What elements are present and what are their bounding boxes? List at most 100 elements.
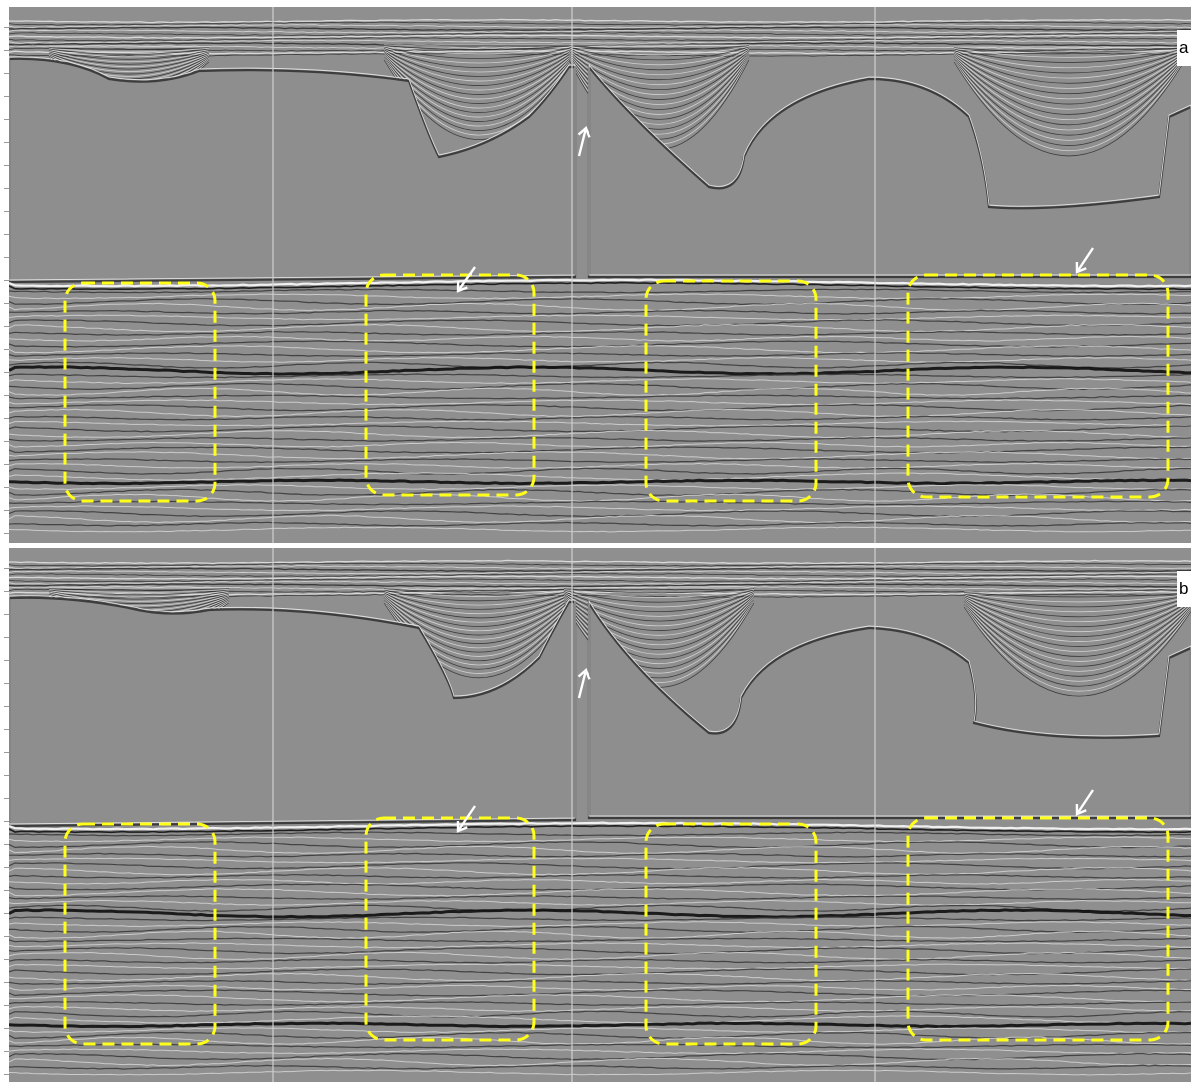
reflector-line [9, 21, 1191, 26]
depth-tick [4, 844, 9, 845]
reflector-line [9, 585, 1191, 591]
depth-tick [4, 441, 9, 442]
sediment-bowl-line [963, 600, 1191, 657]
subsalt-reflector [9, 866, 1191, 876]
sediment-bowl-line [953, 47, 1185, 53]
reflector-line [9, 575, 1191, 580]
subsalt-reflector [9, 921, 1191, 928]
highlight-box [63, 281, 217, 503]
sediment-bowl-line [383, 49, 575, 77]
subsalt-reflector [9, 916, 1191, 922]
depth-tick [4, 1005, 9, 1006]
sediment-bowl-line [383, 48, 575, 73]
depth-tick [4, 27, 9, 28]
sediment-bowl-line [963, 599, 1191, 647]
base-salt-reflector [9, 821, 1191, 831]
subsalt-reflector [9, 288, 1191, 294]
sediment-bowl-line [383, 598, 575, 657]
subsalt-reflector [9, 330, 1191, 336]
sediment-bowl-line [383, 45, 575, 50]
subsalt-reflector [9, 403, 1191, 412]
seismic-image-b [9, 548, 1191, 1082]
reflector-line [9, 45, 1191, 50]
sediment-bowl-line [963, 597, 1191, 633]
depth-tick [4, 752, 9, 753]
reflector-line [9, 18, 1191, 24]
sediment-bowl-line [568, 50, 750, 85]
sediment-bowl-line [383, 589, 575, 597]
sediment-bowl-line [48, 52, 210, 67]
sediment-bowl-line [953, 53, 1185, 100]
subsalt-reflector [9, 994, 1191, 1003]
subsalt-reflector [9, 415, 1191, 421]
depth-tick [4, 798, 9, 799]
sediment-bowl-line [963, 606, 1191, 697]
sediment-bowl-line [953, 52, 1185, 89]
depth-tick [4, 591, 9, 592]
subsalt-reflector [9, 361, 1191, 369]
subsalt-reflector [9, 979, 1191, 985]
sediment-bowl-line [568, 48, 750, 71]
sediment-bowl-line [563, 589, 755, 603]
subsalt-reflector [9, 484, 1191, 491]
up-arrow-icon [577, 125, 591, 157]
sediment-bowl-line [563, 588, 755, 594]
subsalt-reflector [9, 458, 1191, 464]
sediment-bowl-line [568, 46, 750, 56]
sediment-bowl-line [48, 51, 210, 65]
sediment-bowl-line [563, 591, 755, 612]
depth-tick [4, 165, 9, 166]
sediment-bowl-line [383, 588, 575, 593]
sediment-bowl-line [963, 602, 1191, 667]
depth-tick [4, 188, 9, 189]
sediment-bowl-line [963, 593, 1191, 603]
down-arrow-icon [456, 805, 476, 833]
sediment-bowl-line [953, 49, 1185, 69]
subsalt-reflector [9, 984, 1191, 991]
depth-tick [4, 349, 9, 350]
salt-body [9, 596, 577, 828]
subsalt-reflector [9, 857, 1191, 864]
subsalt-reflector [9, 352, 1191, 358]
sediment-bowl-line [568, 45, 750, 51]
sediment-bowl-line [563, 593, 755, 631]
sediment-bowl-line [963, 595, 1191, 618]
reflector-line [9, 570, 1191, 575]
sediment-bowl-line [48, 48, 210, 53]
subsalt-reflector [9, 323, 1191, 333]
sediment-bowl-line [563, 592, 755, 622]
subsalt-reflector [9, 472, 1191, 481]
depth-tick [4, 913, 9, 914]
subsalt-reflector [9, 845, 1191, 854]
sediment-bowl-line [963, 604, 1191, 682]
sediment-bowl-line [383, 598, 575, 653]
reflector-line [9, 32, 1191, 37]
seismic-panel-a: a [9, 7, 1191, 543]
sediment-bowl-line [383, 594, 575, 632]
highlight-box [644, 822, 818, 1046]
sediment-bowl-line [563, 589, 755, 598]
sediment-bowl-line [383, 593, 575, 627]
subsalt-reflector [9, 302, 1191, 312]
down-arrow-icon [456, 266, 476, 293]
sediment-bowl-line [568, 48, 750, 76]
sediment-bowl-line [568, 47, 750, 66]
subsalt-reflector [9, 514, 1191, 524]
sediment-bowl-line [963, 598, 1191, 642]
sediment-bowl-line [563, 596, 755, 646]
sediment-bowl-line [383, 595, 575, 636]
salt-body [587, 63, 1191, 279]
subsalt-reflector [9, 293, 1191, 300]
sediment-bowl-line [383, 596, 575, 640]
sediment-bowl-line [48, 47, 210, 50]
sediment-bowl-line [953, 51, 1185, 84]
sediment-bowl-line [563, 593, 755, 627]
sediment-bowl-line [383, 589, 575, 602]
depth-tick [4, 775, 9, 776]
highlight-box [644, 279, 818, 503]
subsalt-reflector [9, 951, 1191, 961]
subsalt-reflector [9, 451, 1191, 460]
depth-tick [4, 395, 9, 396]
sediment-bowl-line [953, 60, 1185, 146]
subsalt-reflector [9, 878, 1191, 885]
